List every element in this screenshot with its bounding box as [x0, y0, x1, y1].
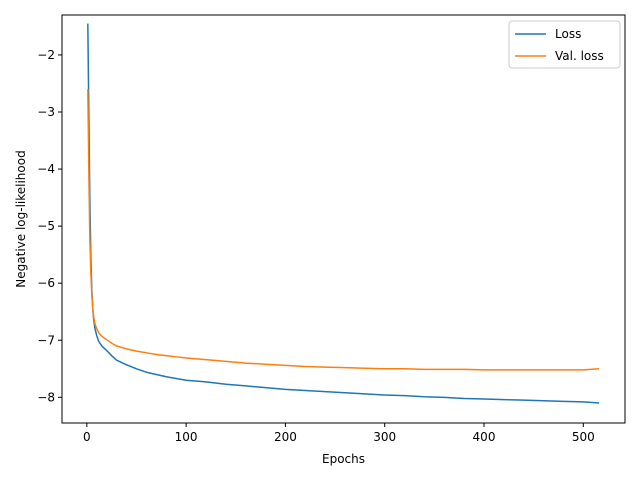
x-tick-label: 300	[373, 430, 396, 444]
y-axis-label: Negative log-likelihood	[14, 150, 28, 287]
y-tick-label: −3	[37, 105, 55, 119]
x-axis-label: Epochs	[322, 452, 365, 466]
y-tick-label: −7	[37, 333, 55, 347]
y-tick-label: −8	[37, 390, 55, 404]
plot-frame	[61, 14, 626, 424]
y-tick-label: −4	[37, 162, 55, 176]
x-tick-label: 100	[175, 430, 198, 444]
series-lines	[87, 23, 600, 404]
legend: Loss Val. loss	[508, 20, 621, 69]
x-tick-label: 0	[83, 430, 91, 444]
x-tick-label: 500	[572, 430, 595, 444]
x-tick-label: 400	[473, 430, 496, 444]
y-axis: −2 −3 −4 −5 −6 −7 −8	[37, 48, 62, 404]
legend-label-val-loss: Val. loss	[555, 49, 604, 63]
series-line-loss	[87, 23, 600, 404]
x-tick-label: 200	[274, 430, 297, 444]
y-tick-label: −5	[37, 219, 55, 233]
legend-label-loss: Loss	[555, 27, 581, 41]
x-axis: 0 100 200 300 400 500	[83, 423, 595, 444]
y-tick-label: −2	[37, 48, 55, 62]
y-tick-label: −6	[37, 276, 55, 290]
series-line-val-loss	[87, 89, 600, 371]
